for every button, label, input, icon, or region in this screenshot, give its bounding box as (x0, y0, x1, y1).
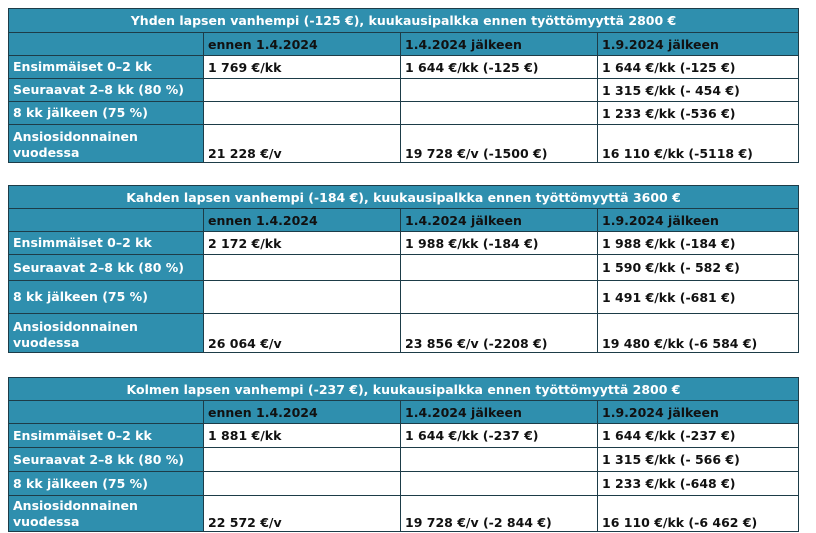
value-cell (400, 101, 598, 125)
table-title: Kahden lapsen vanhempi (-184 €), kuukaus… (7, 185, 800, 209)
value-cell: 1 644 €/kk (-237 €) (400, 423, 598, 448)
value-cell: 1 233 €/kk (-536 €) (596, 101, 800, 125)
value-cell (400, 447, 598, 472)
value-cell: 1 881 €/kk (203, 423, 401, 448)
value-cell: 21 228 €/v (203, 124, 401, 163)
data-row: Ensimmäiset 0–2 kk 1 769 €/kk 1 644 €/kk (… (8, 55, 800, 79)
value-cell: 1 644 €/kk (-237 €) (596, 423, 800, 448)
row-label: Ensimmäiset 0–2 kk (8, 423, 204, 448)
value-cell: 1 644 €/kk (-125 €) (596, 55, 800, 79)
title-row: Kahden lapsen vanhempi (-184 €), kuukaus… (7, 185, 800, 209)
row-label: Ensimmäiset 0–2 kk (8, 55, 204, 79)
header-cell (8, 32, 204, 56)
data-row: Seuraavat 2–8 kk (80 %) 1 315 €/kk (- 454… (8, 78, 800, 102)
value-cell: 16 110 €/kk (-5118 €) (596, 124, 800, 163)
table: Yhden lapsen vanhempi (-125 €), kuukausi… (7, 8, 800, 163)
data-row: Seuraavat 2–8 kk (80 %) 1 590 €/kk (- 582… (8, 254, 800, 281)
header-cell: 1.4.2024 jälkeen (400, 208, 598, 232)
data-row: Ensimmäiset 0–2 kk 1 881 €/kk 1 644 €/kk (… (8, 423, 800, 448)
value-cell: 1 491 €/kk (-681 €) (596, 280, 800, 314)
value-cell: 1 233 €/kk (-648 €) (596, 471, 800, 496)
header-cell: ennen 1.4.2024 (203, 32, 401, 56)
row-label: Ensimmäiset 0–2 kk (8, 231, 204, 255)
data-row: 8 kk jälkeen (75 %) 1 491 €/kk (-681 €) (8, 280, 800, 314)
value-cell (203, 254, 401, 281)
row-label: Ansiosidonnainen vuodessa (8, 313, 204, 353)
value-cell (400, 280, 598, 314)
value-cell (400, 78, 598, 102)
header-cell: ennen 1.4.2024 (203, 400, 401, 424)
value-cell: 19 728 €/v (-1500 €) (400, 124, 598, 163)
row-label: 8 kk jälkeen (75 %) (8, 101, 204, 125)
header-row: ennen 1.4.2024 1.4.2024 jälkeen 1.9.2024 j… (8, 208, 800, 232)
table-title: Kolmen lapsen vanhempi (-237 €), kuukaus… (7, 377, 800, 401)
value-cell: 23 856 €/v (-2208 €) (400, 313, 598, 353)
row-label: Seuraavat 2–8 kk (80 %) (8, 78, 204, 102)
value-cell: 2 172 €/kk (203, 231, 401, 255)
header-row: ennen 1.4.2024 1.4.2024 jälkeen 1.9.2024 j… (8, 400, 800, 424)
table: Kolmen lapsen vanhempi (-237 €), kuukaus… (7, 377, 800, 532)
value-cell (400, 471, 598, 496)
header-cell: 1.9.2024 jälkeen (596, 208, 800, 232)
value-cell (203, 78, 401, 102)
header-cell: 1.4.2024 jälkeen (400, 400, 598, 424)
header-row: ennen 1.4.2024 1.4.2024 jälkeen 1.9.2024 j… (8, 32, 800, 56)
header-cell: 1.9.2024 jälkeen (596, 400, 800, 424)
header-cell (8, 400, 204, 424)
row-label: 8 kk jälkeen (75 %) (8, 471, 204, 496)
value-cell: 1 988 €/kk (-184 €) (596, 231, 800, 255)
table-title: Yhden lapsen vanhempi (-125 €), kuukausi… (7, 8, 800, 33)
value-cell (203, 101, 401, 125)
data-row: 8 kk jälkeen (75 %) 1 233 €/kk (-648 €) (8, 471, 800, 496)
value-cell: 1 769 €/kk (203, 55, 401, 79)
data-row: 8 kk jälkeen (75 %) 1 233 €/kk (-536 €) (8, 101, 800, 125)
value-cell: 19 480 €/kk (-6 584 €) (596, 313, 800, 353)
row-label: Seuraavat 2–8 kk (80 %) (8, 447, 204, 472)
value-cell: 16 110 €/kk (-6 462 €) (596, 495, 800, 532)
value-cell: 1 590 €/kk (- 582 €) (596, 254, 800, 281)
value-cell (400, 254, 598, 281)
header-cell: ennen 1.4.2024 (203, 208, 401, 232)
header-cell: 1.9.2024 jälkeen (596, 32, 800, 56)
value-cell: 1 315 €/kk (- 566 €) (596, 447, 800, 472)
data-row: Ansiosidonnainen vuodessa 26 064 €/v 23 85… (8, 313, 800, 353)
value-cell (203, 471, 401, 496)
data-row: Seuraavat 2–8 kk (80 %) 1 315 €/kk (- 566… (8, 447, 800, 472)
data-row: Ensimmäiset 0–2 kk 2 172 €/kk 1 988 €/kk (… (8, 231, 800, 255)
data-row: Ansiosidonnainen vuodessa 21 228 €/v 19 72… (8, 124, 800, 163)
value-cell (203, 447, 401, 472)
value-cell (203, 280, 401, 314)
row-label: Ansiosidonnainen vuodessa (8, 124, 204, 163)
data-row: Ansiosidonnainen vuodessa 22 572 €/v 19 72… (8, 495, 800, 532)
value-cell: 22 572 €/v (203, 495, 401, 532)
value-cell: 1 988 €/kk (-184 €) (400, 231, 598, 255)
title-row: Yhden lapsen vanhempi (-125 €), kuukausi… (7, 8, 800, 33)
value-cell: 1 644 €/kk (-125 €) (400, 55, 598, 79)
value-cell: 26 064 €/v (203, 313, 401, 353)
row-label: Seuraavat 2–8 kk (80 %) (8, 254, 204, 281)
value-cell: 1 315 €/kk (- 454 €) (596, 78, 800, 102)
value-cell: 19 728 €/v (-2 844 €) (400, 495, 598, 532)
row-label: 8 kk jälkeen (75 %) (8, 280, 204, 314)
header-cell (8, 208, 204, 232)
table: Kahden lapsen vanhempi (-184 €), kuukaus… (7, 185, 800, 353)
title-row: Kolmen lapsen vanhempi (-237 €), kuukaus… (7, 377, 800, 401)
header-cell: 1.4.2024 jälkeen (400, 32, 598, 56)
row-label: Ansiosidonnainen vuodessa (8, 495, 204, 532)
